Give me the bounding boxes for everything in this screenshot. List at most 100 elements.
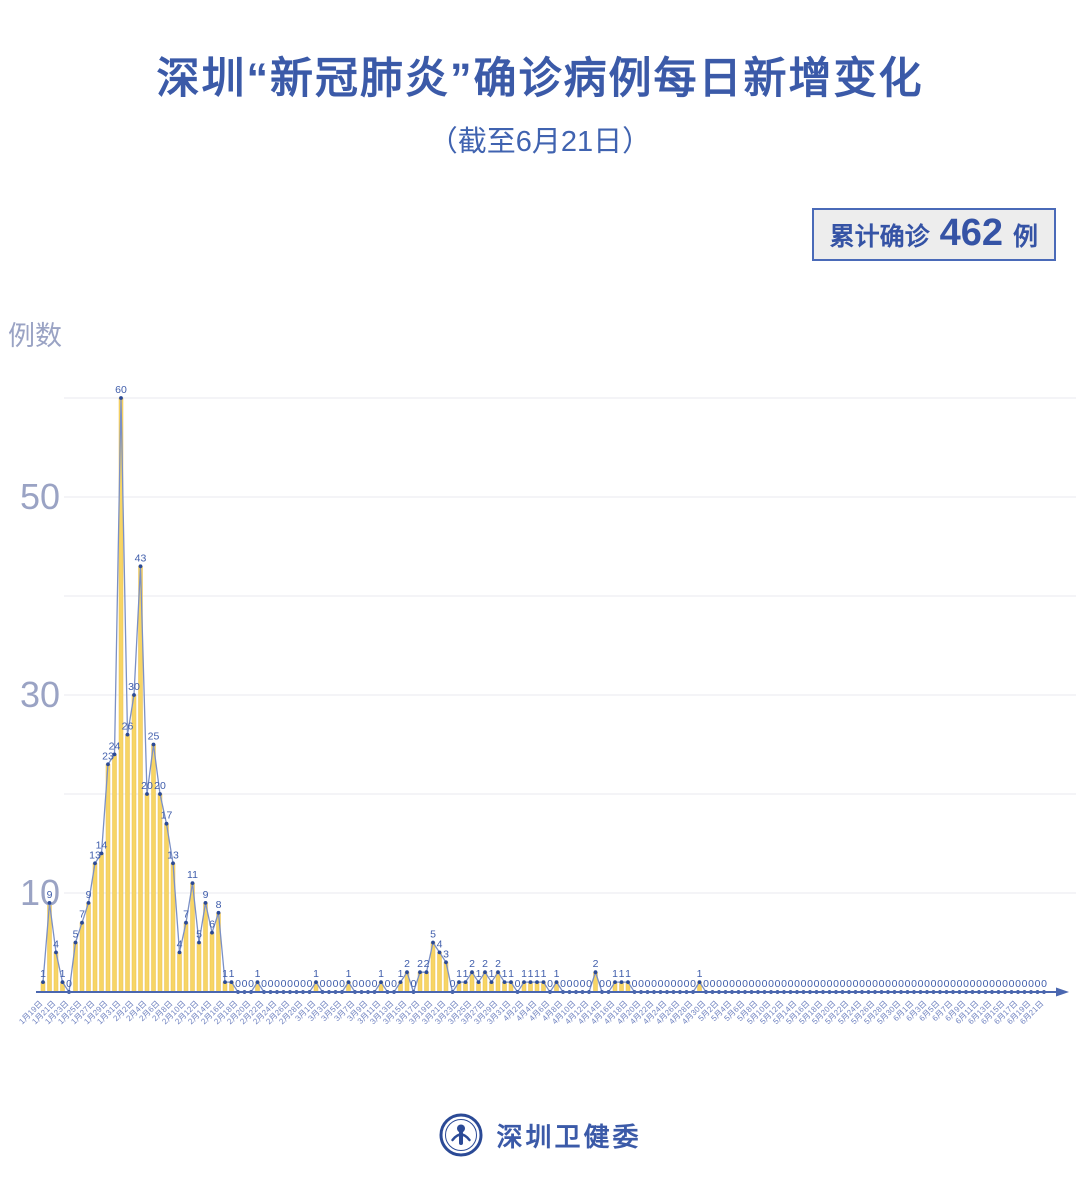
svg-text:0: 0 [1002,978,1008,990]
svg-text:0: 0 [996,978,1002,990]
svg-text:0: 0 [820,978,826,990]
svg-text:0: 0 [385,978,391,990]
svg-text:1: 1 [222,968,228,980]
svg-text:0: 0 [339,978,345,990]
svg-text:0: 0 [911,978,917,990]
bars-series [40,397,702,993]
x-axis-arrow-icon [1056,987,1069,997]
svg-text:1: 1 [554,968,560,980]
svg-text:0: 0 [333,978,339,990]
svg-text:0: 0 [794,978,800,990]
svg-text:1: 1 [40,968,46,980]
svg-text:1: 1 [508,968,514,980]
svg-text:2: 2 [424,958,430,970]
svg-text:0: 0 [957,978,963,990]
svg-text:0: 0 [300,978,306,990]
svg-text:0: 0 [307,978,313,990]
svg-text:0: 0 [703,978,709,990]
svg-text:0: 0 [235,978,241,990]
svg-text:0: 0 [1041,978,1047,990]
page-subtitle: （截至6月21日） [428,126,652,158]
svg-text:0: 0 [281,978,287,990]
svg-text:0: 0 [788,978,794,990]
svg-text:0: 0 [983,978,989,990]
svg-text:1: 1 [502,968,508,980]
svg-text:0: 0 [567,978,573,990]
svg-text:0: 0 [274,978,280,990]
svg-text:0: 0 [755,978,761,990]
svg-text:0: 0 [359,978,365,990]
svg-text:1: 1 [313,968,319,980]
svg-text:0: 0 [976,978,982,990]
svg-text:0: 0 [775,978,781,990]
svg-text:5: 5 [196,929,202,941]
svg-text:0: 0 [547,978,553,990]
svg-text:0: 0 [814,978,820,990]
svg-text:0: 0 [768,978,774,990]
svg-text:17: 17 [161,810,173,822]
svg-text:0: 0 [450,978,456,990]
svg-text:11: 11 [187,869,198,881]
svg-text:0: 0 [515,978,521,990]
svg-text:0: 0 [391,978,397,990]
svg-text:7: 7 [183,909,189,921]
svg-text:0: 0 [736,978,742,990]
svg-text:0: 0 [723,978,729,990]
svg-text:0: 0 [729,978,735,990]
footer: 深圳卫健委 [0,1112,1080,1158]
svg-text:4: 4 [53,938,59,950]
svg-text:24: 24 [109,740,121,752]
svg-text:1: 1 [528,968,534,980]
svg-text:0: 0 [762,978,768,990]
svg-text:0: 0 [710,978,716,990]
shenzhen-health-commission-logo-icon [439,1113,483,1157]
svg-text:0: 0 [248,978,254,990]
gridlines [64,397,1076,894]
svg-text:2: 2 [469,958,475,970]
svg-text:1: 1 [612,968,618,980]
svg-text:25: 25 [148,731,160,743]
svg-text:0: 0 [1009,978,1015,990]
svg-text:0: 0 [918,978,924,990]
svg-text:0: 0 [898,978,904,990]
svg-text:0: 0 [684,978,690,990]
svg-text:0: 0 [859,978,865,990]
svg-text:1: 1 [456,968,462,980]
svg-text:0: 0 [846,978,852,990]
svg-text:1: 1 [463,968,469,980]
svg-text:0: 0 [365,978,371,990]
cumulative-total-badge: 累计确诊 462 例 [811,208,1056,261]
svg-text:0: 0 [807,978,813,990]
svg-text:0: 0 [879,978,885,990]
svg-text:0: 0 [931,978,937,990]
svg-text:0: 0 [833,978,839,990]
svg-text:60: 60 [115,384,127,396]
badge-total-value: 462 [939,212,1003,254]
svg-text:20: 20 [141,780,153,792]
svg-text:5: 5 [73,929,79,941]
svg-text:14: 14 [96,839,108,851]
svg-text:20: 20 [154,780,166,792]
daily-new-cases-chart: 例数 10 30 50 1 9 4 1 0 5 7 9 13 14 23 24 60 26 30 43 20 25 20 17… [0,300,1080,1080]
svg-text:3: 3 [443,948,449,960]
svg-text:0: 0 [937,978,943,990]
svg-text:1: 1 [346,968,352,980]
svg-text:0: 0 [632,978,638,990]
svg-text:4: 4 [437,938,443,950]
svg-text:0: 0 [885,978,891,990]
svg-text:0: 0 [320,978,326,990]
svg-text:13: 13 [167,849,179,861]
svg-text:30: 30 [128,681,140,693]
svg-text:0: 0 [892,978,898,990]
svg-text:1: 1 [534,968,540,980]
svg-text:6: 6 [209,919,215,931]
svg-text:0: 0 [905,978,911,990]
svg-text:2: 2 [404,958,410,970]
footer-org-name: 深圳卫健委 [496,1121,642,1152]
svg-text:0: 0 [970,978,976,990]
svg-text:0: 0 [326,978,332,990]
svg-text:0: 0 [872,978,878,990]
svg-text:0: 0 [268,978,274,990]
svg-text:0: 0 [645,978,651,990]
